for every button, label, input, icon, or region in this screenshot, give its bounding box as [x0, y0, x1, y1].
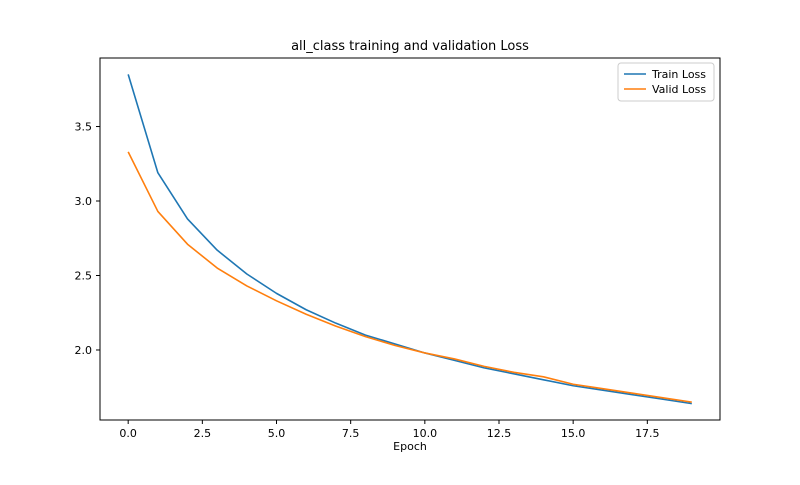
- x-tick-label: 5.0: [268, 427, 286, 440]
- legend-label-train-loss: Train Loss: [651, 68, 706, 81]
- x-tick-label: 10.0: [413, 427, 438, 440]
- x-tick-label: 2.5: [194, 427, 212, 440]
- series-lines: [127, 74, 692, 405]
- chart-title: all_class training and validation Loss: [291, 39, 529, 54]
- series-line-train-loss: [127, 74, 692, 405]
- y-tick-label: 2.0: [75, 344, 93, 357]
- x-tick-label: 15.0: [561, 427, 586, 440]
- x-tick-label: 7.5: [342, 427, 360, 440]
- axes: 0.0 2.5 5.0 7.5 10.0 12.5 15.0 17.5 2.0 2.5 3.0 3.5: [75, 121, 660, 440]
- x-tick-label: 17.5: [635, 427, 660, 440]
- x-axis-label: Epoch: [393, 440, 427, 453]
- y-tick-label: 3.5: [75, 121, 93, 134]
- series-line-valid-loss: [127, 151, 692, 403]
- legend-box: [617, 62, 715, 102]
- plot-frame: [99, 57, 721, 421]
- x-tick-label: 0.0: [119, 427, 137, 440]
- legend: Train Loss Valid Loss: [617, 62, 715, 102]
- legend-label-valid-loss: Valid Loss: [652, 83, 706, 96]
- y-tick-label: 3.0: [75, 195, 93, 208]
- y-tick-label: 2.5: [75, 269, 93, 282]
- x-tick-label: 12.5: [487, 427, 512, 440]
